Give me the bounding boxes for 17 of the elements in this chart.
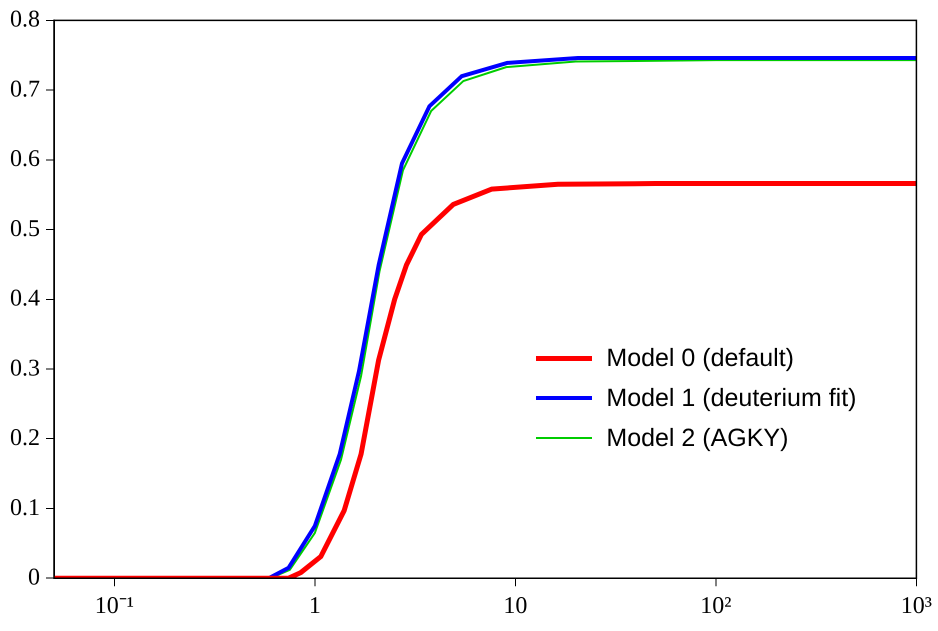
y-tick-label: 0.6: [10, 146, 40, 172]
legend-label: Model 0 (default): [606, 344, 794, 373]
y-tick-label: 0: [28, 564, 40, 590]
x-tick-label: 10⁻¹: [94, 592, 134, 619]
y-tick-label: 0.5: [10, 216, 40, 242]
y-tick-label: 0.3: [10, 355, 40, 382]
x-tick-label: 10²: [700, 592, 732, 619]
legend-label: Model 2 (AGKY): [606, 424, 788, 453]
x-tick-label: 1: [308, 592, 321, 619]
y-tick-label: 0.2: [10, 425, 40, 452]
y-tick-label: 0.7: [10, 76, 40, 102]
y-tick-label: 0.4: [10, 286, 40, 312]
x-tick-label: 10³: [900, 592, 932, 619]
legend-label: Model 1 (deuterium fit): [606, 384, 856, 413]
x-tick-label: 10: [503, 592, 528, 619]
y-tick-label: 0.1: [10, 494, 40, 521]
y-tick-label: 0.8: [10, 6, 40, 33]
